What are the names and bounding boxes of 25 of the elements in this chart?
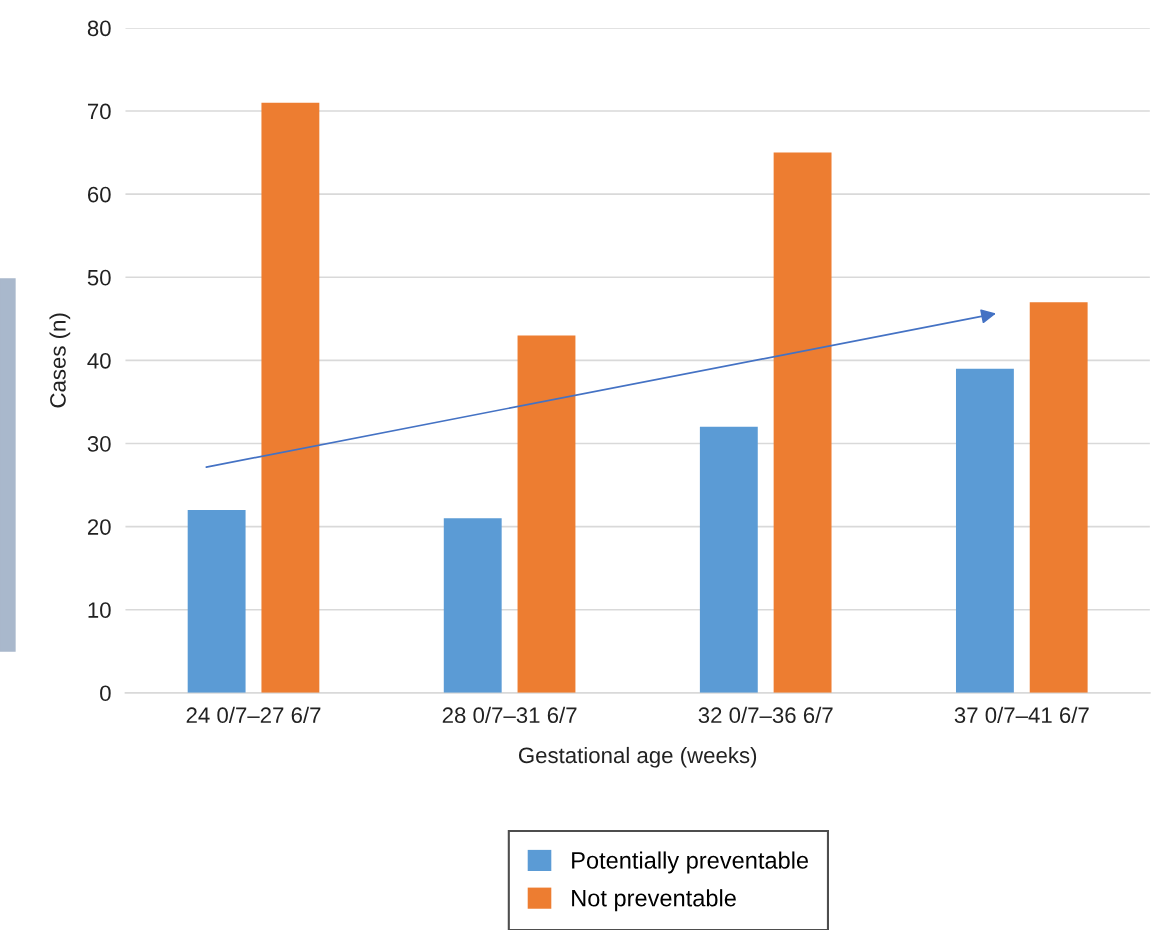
x-axis-title: Gestational age (weeks) [518, 746, 757, 768]
y-tick-label: 80 [87, 20, 111, 37]
bar [187, 509, 246, 693]
y-tick-label: 10 [88, 602, 111, 618]
y-tick-label: 30 [87, 436, 111, 452]
y-tick-label: 50 [87, 269, 111, 286]
x-tick-label: 24 0/7–27 6/7 [186, 706, 321, 724]
x-tick-label: 32 0/7–36 6/7 [698, 706, 833, 724]
bar [517, 335, 576, 693]
x-tick-label: 37 0/7–41 6/7 [954, 706, 1089, 724]
bar [1029, 302, 1088, 693]
bar [955, 368, 1014, 693]
bar [261, 102, 320, 693]
x-tick-label: 28 0/7–31 6/7 [442, 706, 577, 724]
legend-label: Not preventable [572, 889, 736, 912]
bar [699, 426, 758, 693]
legend-label: Potentially preventable [572, 851, 809, 874]
bar [443, 518, 502, 693]
y-axis-title: Cases (n) [49, 313, 71, 408]
y-tick-label: 70 [87, 103, 111, 120]
y-tick-label: 20 [87, 519, 111, 535]
y-tick-label: 60 [87, 186, 111, 203]
bar [773, 152, 832, 693]
y-tick-label: 40 [87, 352, 111, 369]
y-tick-label: 0 [100, 685, 111, 702]
